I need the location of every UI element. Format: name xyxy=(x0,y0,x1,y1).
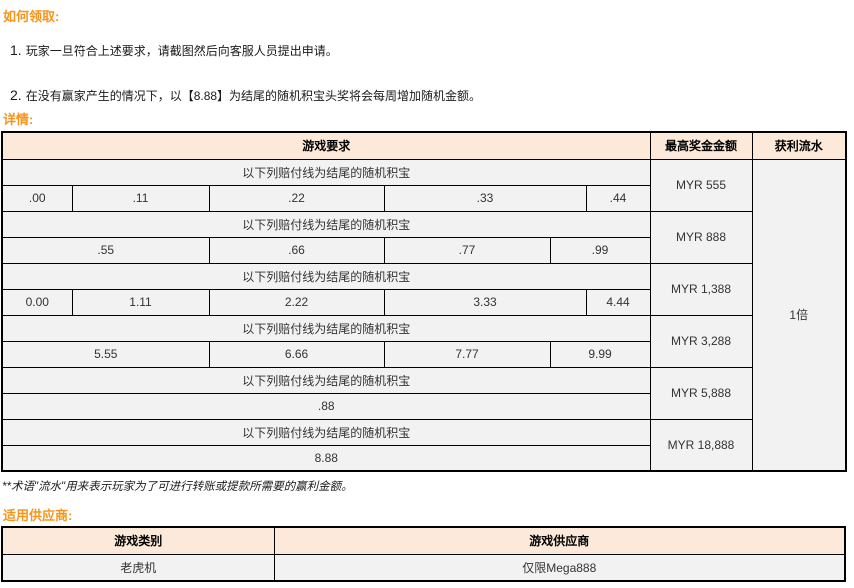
claim-step-1: 1. 玩家一旦符合上述要求，请截图然后向客服人员提出申请。 xyxy=(10,42,338,59)
col-header-game-category: 游戏类别 xyxy=(1,526,275,555)
payline-cell: .33 xyxy=(383,184,587,212)
jackpot-label-cell: 以下列赔付线为结尾的随机积宝 xyxy=(1,366,651,394)
game-category-cell: 老虎机 xyxy=(1,553,275,582)
details-header-row: 游戏要求 最高奖金金额 获利流水 xyxy=(1,131,847,160)
table-row: 0.00 1.11 2.22 3.33 4.44 xyxy=(1,288,846,316)
payline-cell: .22 xyxy=(208,184,385,212)
payline-cell: 0.00 xyxy=(1,288,73,316)
payline-cell: 5.55 xyxy=(1,340,210,368)
payline-cell: 8.88 xyxy=(1,444,651,472)
jackpot-label-cell: 以下列赔付线为结尾的随机积宝 xyxy=(1,210,651,238)
turnover-cell: 1倍 xyxy=(751,158,847,472)
payline-cell: .66 xyxy=(208,236,385,264)
max-prize-cell: MYR 888 xyxy=(649,210,753,264)
jackpot-label-cell: 以下列赔付线为结尾的随机积宝 xyxy=(1,158,651,186)
table-row: 以下列赔付线为结尾的随机积宝 MYR 888 xyxy=(1,210,846,264)
details-heading: 详情: xyxy=(3,112,34,127)
claim-step-2: 2. 在没有赢家产生的情况下，以【8.88】为结尾的随机积宝头奖将会每周增加随机金… xyxy=(10,87,481,104)
payline-cell: .88 xyxy=(1,392,651,420)
step-2-text: 在没有赢家产生的情况下，以【8.88】为结尾的随机积宝头奖将会每周增加随机金额。 xyxy=(25,89,482,103)
providers-heading: 适用供应商: xyxy=(3,508,73,523)
col-header-max-prize: 最高奖金金额 xyxy=(649,131,753,160)
how-to-claim-heading: 如何领取: xyxy=(3,9,60,24)
payline-cell: 7.77 xyxy=(383,340,551,368)
col-header-turnover: 获利流水 xyxy=(751,131,847,160)
payline-cell: .11 xyxy=(71,184,210,212)
table-row: .00 .11 .22 .33 .44 xyxy=(1,184,846,212)
col-header-game-provider: 游戏供应商 xyxy=(273,526,846,555)
payline-cell: .44 xyxy=(585,184,651,212)
payline-cell: 1.11 xyxy=(71,288,210,316)
payline-cell: 3.33 xyxy=(383,288,587,316)
payline-cell: .99 xyxy=(549,236,651,264)
table-row: 8.88 xyxy=(1,444,846,472)
jackpot-label-cell: 以下列赔付线为结尾的随机积宝 xyxy=(1,262,651,290)
step-2-number: 2. xyxy=(10,87,22,103)
providers-table: 游戏类别 游戏供应商 老虎机 仅限Mega888 xyxy=(1,526,846,582)
max-prize-cell: MYR 18,888 xyxy=(649,418,753,472)
details-table: 游戏要求 最高奖金金额 获利流水 以下列赔付线为结尾的随机积宝 MYR 555 … xyxy=(1,131,848,472)
payline-cell: 9.99 xyxy=(549,340,651,368)
payline-cell: .55 xyxy=(1,236,210,264)
table-row: 以下列赔付线为结尾的随机积宝 MYR 1,388 xyxy=(1,262,846,316)
jackpot-label-cell: 以下列赔付线为结尾的随机积宝 xyxy=(1,418,651,446)
jackpot-label-cell: 以下列赔付线为结尾的随机积宝 xyxy=(1,314,651,342)
table-row: 以下列赔付线为结尾的随机积宝 MYR 5,888 xyxy=(1,366,846,420)
payline-cell: 6.66 xyxy=(208,340,385,368)
table-row: 以下列赔付线为结尾的随机积宝 MYR 3,288 xyxy=(1,314,846,368)
provider-row: 老虎机 仅限Mega888 xyxy=(1,553,846,582)
max-prize-cell: MYR 555 xyxy=(649,158,753,212)
col-header-game-requirement: 游戏要求 xyxy=(1,131,651,160)
payline-cell: 2.22 xyxy=(208,288,385,316)
providers-header-row: 游戏类别 游戏供应商 xyxy=(1,526,846,555)
table-row: .88 xyxy=(1,392,846,420)
turnover-footnote: **术语"流水"用来表示玩家为了可进行转账或提款所需要的赢利金额。 xyxy=(2,481,353,493)
max-prize-cell: MYR 5,888 xyxy=(649,366,753,420)
max-prize-cell: MYR 3,288 xyxy=(649,314,753,368)
payline-cell: .00 xyxy=(1,184,73,212)
payline-cell: .77 xyxy=(383,236,551,264)
table-row: 以下列赔付线为结尾的随机积宝 MYR 555 1倍 xyxy=(1,158,847,472)
game-provider-cell: 仅限Mega888 xyxy=(273,553,846,582)
step-1-number: 1. xyxy=(10,42,22,58)
max-prize-cell: MYR 1,388 xyxy=(649,262,753,316)
table-row: .55 .66 .77 .99 xyxy=(1,236,846,264)
table-row: 以下列赔付线为结尾的随机积宝 MYR 18,888 xyxy=(1,418,846,472)
payline-cell: 4.44 xyxy=(585,288,651,316)
step-1-text: 玩家一旦符合上述要求，请截图然后向客服人员提出申请。 xyxy=(25,44,338,58)
